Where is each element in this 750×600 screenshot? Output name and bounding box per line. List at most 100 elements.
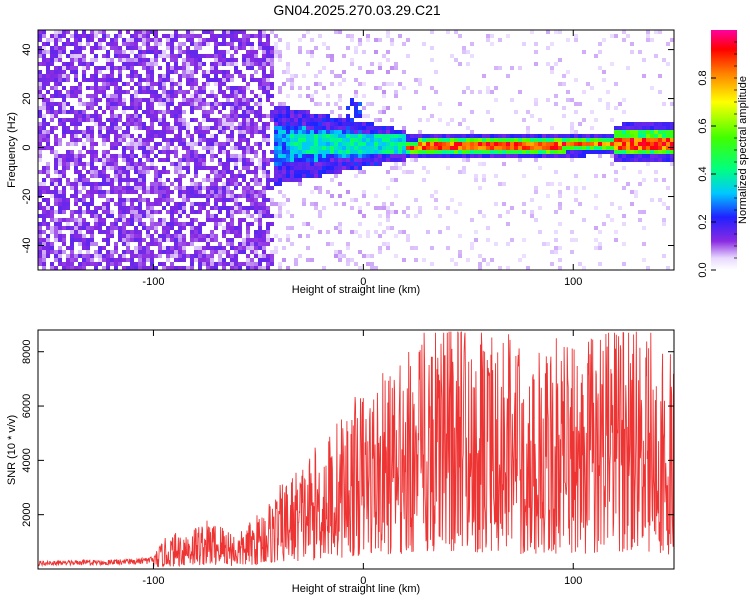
- spectrogram-cell: [446, 122, 450, 126]
- spectrogram-cell: [158, 82, 162, 86]
- spectrogram-cell: [42, 258, 46, 262]
- spectrogram-cell: [190, 70, 194, 74]
- spectrogram-cell: [226, 30, 230, 34]
- spectrogram-cell: [146, 134, 150, 138]
- spectrogram-cell: [294, 162, 298, 166]
- spectrogram-cell: [190, 254, 194, 258]
- spectrogram-cell: [38, 50, 42, 54]
- spectrogram-cell: [418, 206, 422, 210]
- spectrogram-cell: [142, 238, 146, 242]
- spectrogram-cell: [210, 254, 214, 258]
- spectrogram-cell: [398, 82, 402, 86]
- spectrogram-cell: [646, 38, 650, 42]
- spectrogram-cell: [546, 146, 550, 150]
- spectrogram-cell: [182, 210, 186, 214]
- spectrogram-cell: [106, 50, 110, 54]
- spectrogram-cell: [338, 126, 342, 130]
- spectrogram-cell: [262, 90, 266, 94]
- spectrogram-cell: [150, 222, 154, 226]
- spectrogram-cell: [94, 110, 98, 114]
- spectrogram-cell: [46, 98, 50, 102]
- spectrogram-cell: [98, 230, 102, 234]
- spectrogram-cell: [178, 86, 182, 90]
- spectrogram-cell: [186, 30, 190, 34]
- spectrogram-cell: [66, 110, 70, 114]
- spectrogram-cell: [42, 218, 46, 222]
- spectrogram-cell: [202, 234, 206, 238]
- spectrogram-cell: [38, 90, 42, 94]
- spectrogram-cell: [638, 122, 642, 126]
- spectrogram-cell: [654, 54, 658, 58]
- spectrogram-cell: [434, 198, 438, 202]
- spectrogram-cell: [190, 258, 194, 262]
- spectrogram-cell: [254, 62, 258, 66]
- spectrogram-cell: [138, 102, 142, 106]
- spectrogram-cell: [346, 150, 350, 154]
- spectrogram-cell: [70, 50, 74, 54]
- spectrogram-cell: [102, 246, 106, 250]
- spectrogram-cell: [122, 190, 126, 194]
- spectrogram-cell: [58, 202, 62, 206]
- spectrogram-x-ticks: -100 0 100: [142, 30, 582, 288]
- spectrogram-cell: [338, 158, 342, 162]
- spectrogram-cell: [366, 70, 370, 74]
- spectrogram-cell: [162, 138, 166, 142]
- spectrogram-cell: [186, 50, 190, 54]
- spectrogram-cell: [182, 34, 186, 38]
- spectrogram-cell: [102, 194, 106, 198]
- spectrogram-cell: [174, 38, 178, 42]
- spectrogram-cell: [238, 42, 242, 46]
- spectrogram-cell: [178, 266, 182, 270]
- spectrogram-cell: [258, 194, 262, 198]
- spectrogram-cell: [266, 86, 270, 90]
- spectrogram-cell: [150, 254, 154, 258]
- spectrogram-cell: [182, 194, 186, 198]
- spectrogram-cell: [338, 150, 342, 154]
- spectrogram-cell: [522, 254, 526, 258]
- spectrogram-cell: [610, 142, 614, 146]
- spectrogram-cell: [214, 58, 218, 62]
- spectrogram-cell: [186, 46, 190, 50]
- spectrogram-cell: [102, 202, 106, 206]
- spectrogram-cell: [606, 134, 610, 138]
- spectrogram-cell: [194, 190, 198, 194]
- spectrogram-cell: [518, 258, 522, 262]
- spectrogram-cell: [254, 110, 258, 114]
- spectrogram-cell: [242, 162, 246, 166]
- spectrogram-cell: [82, 110, 86, 114]
- spectrogram-cell: [650, 138, 654, 142]
- spectrogram-cell: [354, 78, 358, 82]
- spectrogram-cell: [578, 138, 582, 142]
- spectrogram-cell: [242, 154, 246, 158]
- spectrogram-cell: [70, 242, 74, 246]
- spectrogram-cell: [498, 150, 502, 154]
- spectrogram-cell: [438, 214, 442, 218]
- spectrogram-cell: [350, 98, 354, 102]
- spectrogram-cell: [58, 70, 62, 74]
- spectrogram-cell: [146, 34, 150, 38]
- spectrogram-cell: [366, 142, 370, 146]
- spectrogram-cell: [162, 98, 166, 102]
- spectrogram-cell: [202, 186, 206, 190]
- spectrogram-cell: [430, 246, 434, 250]
- spectrogram-cell: [218, 246, 222, 250]
- spectrogram-cell: [346, 166, 350, 170]
- spectrogram-cell: [654, 150, 658, 154]
- spectrogram-cell: [198, 230, 202, 234]
- spectrogram-cell: [222, 186, 226, 190]
- spectrogram-cell: [94, 150, 98, 154]
- spectrogram-cell: [118, 142, 122, 146]
- spectrogram-cell: [222, 150, 226, 154]
- spectrogram-cell: [354, 134, 358, 138]
- spectrogram-cell: [86, 162, 90, 166]
- spectrogram-cell: [594, 174, 598, 178]
- spectrogram-cell: [38, 170, 42, 174]
- spectrogram-cell: [454, 134, 458, 138]
- spectrogram-cell: [74, 38, 78, 42]
- spectrogram-cell: [62, 34, 66, 38]
- spectrogram-cell: [254, 34, 258, 38]
- spectrogram-cell: [90, 154, 94, 158]
- spectrogram-cell: [254, 54, 258, 58]
- spectrogram-cell: [526, 142, 530, 146]
- spectrogram-cell: [166, 254, 170, 258]
